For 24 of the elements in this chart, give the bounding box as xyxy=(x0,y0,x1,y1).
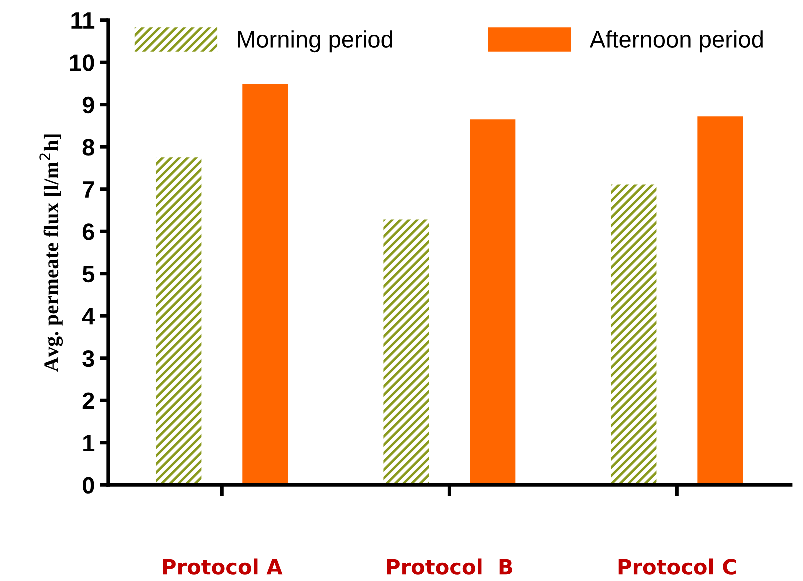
y-tick-label: 3 xyxy=(82,350,94,368)
y-tick-label: 5 xyxy=(82,266,95,283)
y-tick-label: 0 xyxy=(83,477,94,494)
legend-label: Afternoon period xyxy=(590,30,763,53)
x-tick-label: Protocol C xyxy=(618,558,736,575)
bar xyxy=(384,220,430,486)
y-tick-label: 4 xyxy=(82,308,96,325)
y-tick-label: 6 xyxy=(82,224,94,240)
y-tick-label: 11 xyxy=(72,12,95,29)
legend-label: Morning period xyxy=(238,30,392,53)
y-axis-title: Avg. permeate flux [l/m$^{2}$h] xyxy=(40,134,64,372)
x-tick-label: Protocol B xyxy=(387,558,512,575)
bar xyxy=(470,120,516,486)
y-tick-label: 8 xyxy=(82,139,94,156)
x-tick-label: Protocol A xyxy=(163,558,283,575)
bar xyxy=(156,158,202,486)
y-tick-label: 9 xyxy=(82,96,94,114)
y-tick-label: 10 xyxy=(70,54,94,72)
bar xyxy=(242,84,288,486)
bar xyxy=(611,184,657,486)
bar xyxy=(698,116,744,486)
y-tick-label: 2 xyxy=(82,392,94,410)
y-tick-label: 7 xyxy=(83,182,94,198)
y-tick-label: 1 xyxy=(84,435,95,452)
